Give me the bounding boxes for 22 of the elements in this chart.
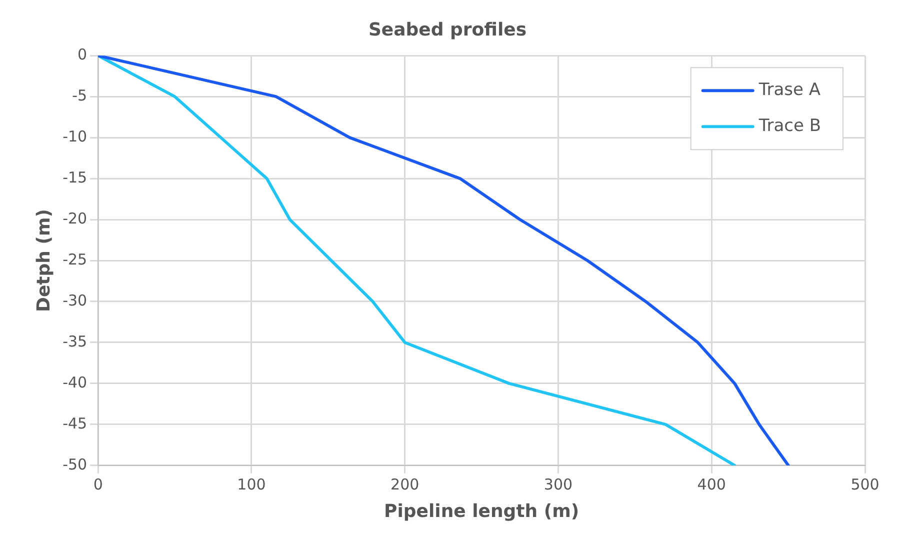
x-tick-label: 100 [237, 475, 266, 494]
y-tick-label: 0 [78, 45, 88, 64]
y-tick-label: -20 [62, 209, 88, 228]
y-tick-label: -45 [62, 414, 88, 432]
y-tick-label: -40 [62, 373, 88, 392]
y-axis-title: Detph (m) [33, 209, 54, 312]
y-tick-label: -10 [62, 127, 88, 146]
x-tick-label: 500 [850, 475, 880, 494]
y-tick-label: -5 [72, 86, 88, 104]
x-tick-label: 200 [390, 475, 420, 494]
x-tick-label: 300 [544, 475, 573, 494]
legend-label: Trase A [758, 80, 821, 100]
chart-title: Seabed profiles [368, 19, 527, 40]
legend-label: Trace B [758, 116, 822, 136]
y-tick-label: -50 [62, 455, 88, 474]
y-tick-label: -35 [62, 332, 88, 350]
y-tick-label: -15 [62, 168, 88, 186]
x-tick-label: 400 [697, 475, 726, 494]
y-tick-label: -25 [62, 250, 88, 268]
x-tick-label: 0 [93, 475, 103, 494]
x-axis-title: Pipeline length (m) [384, 500, 580, 522]
y-tick-label: -30 [62, 291, 88, 310]
